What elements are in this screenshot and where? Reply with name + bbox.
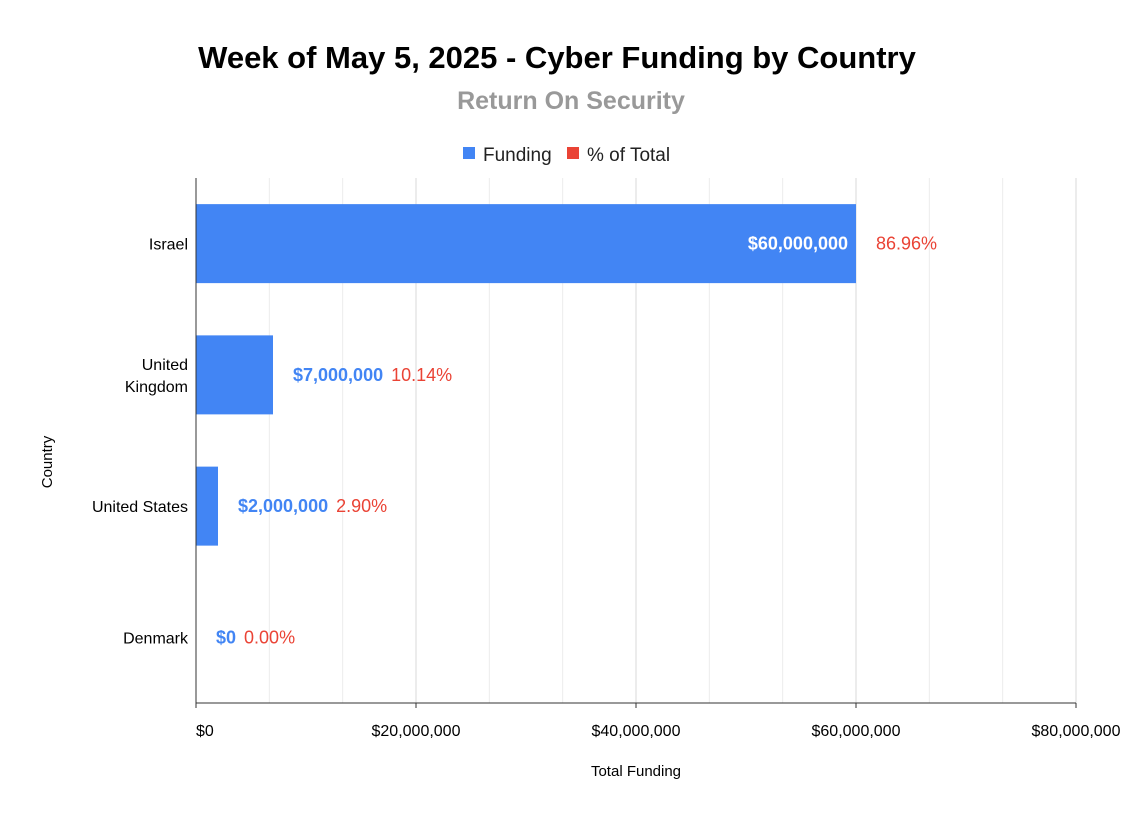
legend: Funding % of Total: [463, 145, 670, 166]
percent-label: 2.90%: [336, 496, 387, 516]
category-label: Denmark: [123, 630, 189, 647]
legend-swatch-percent: [567, 147, 579, 159]
x-axis-title: Total Funding: [591, 763, 681, 780]
percent-label: 10.14%: [391, 365, 452, 385]
x-axis-ticks: $0 $20,000,000 $40,000,000 $60,000,000 $80,0…: [195, 703, 1121, 740]
chart-title: Week of May 5, 2025 - Cyber Funding by C…: [198, 40, 916, 75]
bar-israel: [196, 204, 856, 284]
bar-united-states: [196, 466, 218, 546]
legend-label-funding: Funding: [483, 145, 552, 166]
value-label: $60,000,000: [748, 234, 848, 254]
percent-label: 0.00%: [244, 627, 295, 647]
bars: [196, 204, 856, 546]
x-tick-label: $60,000,000: [812, 723, 901, 740]
bar-united-kingdom: [196, 335, 273, 415]
value-labels: $60,000,000 $7,000,000 $2,000,000 $0: [216, 234, 848, 648]
chart-subtitle: Return On Security: [457, 87, 685, 115]
value-label: $0: [216, 627, 236, 647]
x-tick-label: $40,000,000: [592, 723, 681, 740]
category-label: Israel: [149, 237, 188, 254]
x-tick-label: $80,000,000: [1032, 723, 1121, 740]
x-tick-label: $20,000,000: [372, 723, 461, 740]
y-axis-title: Country: [39, 435, 56, 488]
percent-label: 86.96%: [876, 234, 937, 254]
category-label: United States: [92, 499, 188, 516]
value-label: $7,000,000: [293, 365, 383, 385]
legend-swatch-funding: [463, 147, 475, 159]
category-label: United: [142, 357, 188, 374]
legend-label-percent: % of Total: [587, 145, 670, 166]
x-tick-label: $0: [196, 723, 214, 740]
category-label: Kingdom: [125, 379, 188, 396]
value-label: $2,000,000: [238, 496, 328, 516]
category-labels: Israel United Kingdom United States Denmark: [92, 237, 189, 648]
percent-labels: 86.96% 10.14% 2.90% 0.00%: [244, 234, 937, 648]
